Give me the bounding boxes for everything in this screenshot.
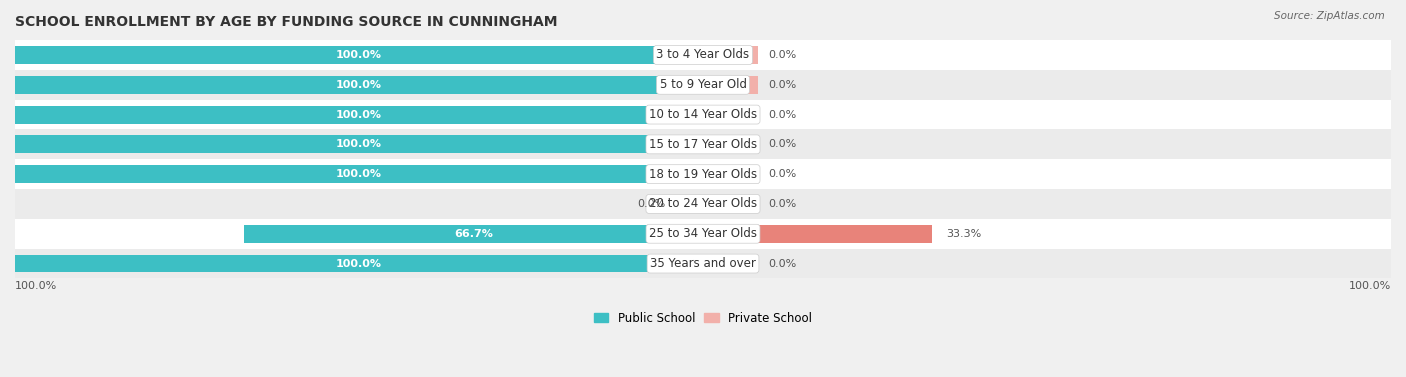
Bar [703,135,758,153]
Bar [15,159,1391,189]
Bar [15,189,1391,219]
Bar [15,46,703,64]
Text: 100.0%: 100.0% [336,139,382,149]
Text: 33.3%: 33.3% [946,229,981,239]
Text: 100.0%: 100.0% [336,169,382,179]
Text: 25 to 34 Year Olds: 25 to 34 Year Olds [650,227,756,240]
Text: 100.0%: 100.0% [336,80,382,90]
Text: 20 to 24 Year Olds: 20 to 24 Year Olds [650,198,756,210]
Bar [703,225,932,243]
Bar [15,100,1391,129]
Text: Source: ZipAtlas.com: Source: ZipAtlas.com [1274,11,1385,21]
Text: 18 to 19 Year Olds: 18 to 19 Year Olds [650,168,756,181]
Bar [703,46,758,64]
Bar [245,225,703,243]
Bar [15,135,703,153]
Text: 66.7%: 66.7% [454,229,494,239]
Bar [703,195,758,213]
Bar [703,165,758,183]
Bar [15,129,1391,159]
Text: 10 to 14 Year Olds: 10 to 14 Year Olds [650,108,756,121]
Bar [15,254,703,273]
Bar [15,249,1391,279]
Text: 5 to 9 Year Old: 5 to 9 Year Old [659,78,747,91]
Text: 0.0%: 0.0% [768,199,797,209]
Bar [675,195,703,213]
Text: 35 Years and over: 35 Years and over [650,257,756,270]
Bar [15,76,703,94]
Legend: Public School, Private School: Public School, Private School [589,307,817,329]
Bar [15,106,703,124]
Text: 100.0%: 100.0% [336,50,382,60]
Text: 0.0%: 0.0% [768,139,797,149]
Text: 0.0%: 0.0% [768,50,797,60]
Text: 0.0%: 0.0% [768,169,797,179]
Bar [703,76,758,94]
Text: 100.0%: 100.0% [1348,281,1391,291]
Text: 15 to 17 Year Olds: 15 to 17 Year Olds [650,138,756,151]
Bar [15,165,703,183]
Bar [703,106,758,124]
Text: 100.0%: 100.0% [336,110,382,120]
Bar [15,70,1391,100]
Text: 0.0%: 0.0% [768,259,797,268]
Text: 100.0%: 100.0% [336,259,382,268]
Text: 0.0%: 0.0% [768,110,797,120]
Text: 0.0%: 0.0% [637,199,665,209]
Text: SCHOOL ENROLLMENT BY AGE BY FUNDING SOURCE IN CUNNINGHAM: SCHOOL ENROLLMENT BY AGE BY FUNDING SOUR… [15,15,558,29]
Text: 100.0%: 100.0% [15,281,58,291]
Text: 0.0%: 0.0% [768,80,797,90]
Bar [15,40,1391,70]
Bar [15,219,1391,249]
Text: 3 to 4 Year Olds: 3 to 4 Year Olds [657,49,749,61]
Bar [703,254,758,273]
